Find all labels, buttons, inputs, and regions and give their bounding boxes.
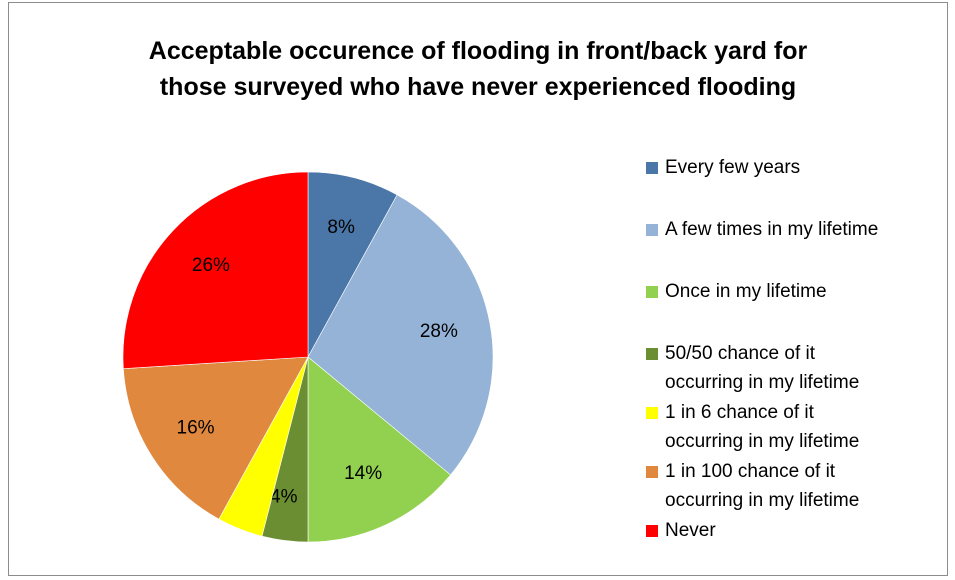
pie-data-label-6: 26% <box>192 255 230 276</box>
pie-data-label-0: 8% <box>327 217 355 238</box>
pie-data-label-4: 4% <box>213 574 241 575</box>
pie-slice-5 <box>123 356 309 520</box>
legend-swatch-1 <box>646 224 658 236</box>
pie-data-label-5: 16% <box>177 417 215 438</box>
pie-slice-0 <box>307 171 398 358</box>
legend-label-5-0: 1 in 100 chance of it <box>665 461 836 482</box>
legend-label-6-0: Never <box>665 520 716 541</box>
chart-title-line-2: those surveyed who have never experience… <box>159 73 797 101</box>
legend-swatch-3 <box>646 348 658 360</box>
pie-slice-6 <box>122 171 309 369</box>
legend-label-2-0: Once in my lifetime <box>665 281 827 302</box>
legend-label-3-1: occurring in my lifetime <box>665 372 860 393</box>
pie-data-label-3: 4% <box>270 486 298 507</box>
chart-title: Acceptable occurence of flooding in fron… <box>9 33 947 105</box>
pie-slice-2 <box>307 356 451 543</box>
legend-swatch-6 <box>646 525 658 537</box>
legend-swatch-2 <box>646 286 658 298</box>
legend-swatch-0 <box>646 162 658 174</box>
legend-label-4-0: 1 in 6 chance of it <box>665 402 814 423</box>
chart-frame: Acceptable occurence of flooding in fron… <box>8 2 948 576</box>
legend-label-0-0: Every few years <box>665 157 801 178</box>
pie-data-label-1: 28% <box>420 321 458 342</box>
legend-label-1-0: A few times in my lifetime <box>665 219 879 240</box>
pie-slice-1 <box>307 194 494 476</box>
legend-label-3-0: 50/50 chance of it <box>665 343 815 364</box>
pie-chart: 8% 28% 14% 4% 4% 16% 26% <box>122 171 494 575</box>
chart-title-line-1: Acceptable occurence of flooding in fron… <box>148 37 808 65</box>
legend-swatch-5 <box>646 466 658 478</box>
legend-label-5-1: occurring in my lifetime <box>665 490 860 511</box>
legend-label-4-1: occurring in my lifetime <box>665 431 860 452</box>
pie-data-label-2: 14% <box>344 463 382 484</box>
legend-swatch-4 <box>646 407 658 419</box>
